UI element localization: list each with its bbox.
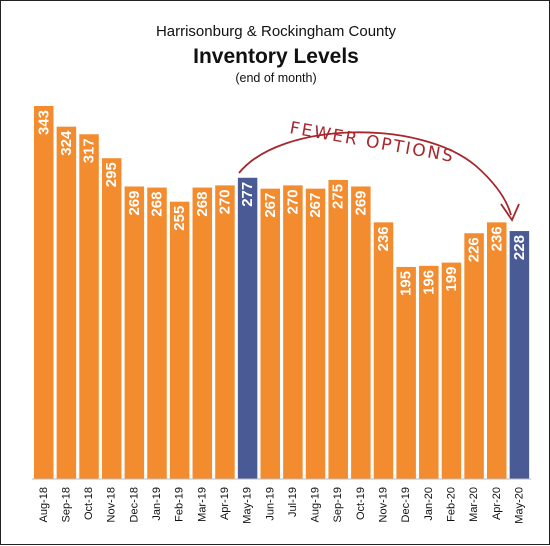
chart-supertitle: Harrisonburg & Rockingham County xyxy=(156,23,397,40)
chart-title: Inventory Levels xyxy=(193,45,359,68)
data-label-apr-20: 236 xyxy=(488,226,505,251)
bar-sep-19 xyxy=(328,179,348,479)
x-tick-sep-18: Sep-18 xyxy=(60,487,72,522)
data-label-oct-18: 317 xyxy=(81,138,98,163)
data-label-feb-20: 199 xyxy=(443,267,460,292)
data-label-aug-18: 343 xyxy=(35,110,52,135)
x-tick-sep-19: Sep-19 xyxy=(332,487,344,522)
x-tick-oct-18: Oct-18 xyxy=(83,487,95,520)
x-tick-mar-19: Mar-19 xyxy=(196,487,208,522)
x-tick-jan-20: Jan-20 xyxy=(423,487,435,521)
bar-dec-18 xyxy=(124,186,145,479)
data-label-aug-19: 267 xyxy=(307,193,324,218)
bar-nov-18 xyxy=(101,158,122,479)
bar-dec-19 xyxy=(396,266,416,479)
x-tick-dec-18: Dec-18 xyxy=(128,487,140,522)
bar-aug-18 xyxy=(34,106,54,479)
x-tick-apr-20: Apr-20 xyxy=(491,487,503,520)
x-tick-nov-18: Nov-18 xyxy=(106,487,118,522)
bar-jan-19 xyxy=(147,187,167,479)
data-label-sep-19: 275 xyxy=(330,184,347,209)
data-label-jan-19: 268 xyxy=(149,192,166,217)
bar-aug-19 xyxy=(305,188,326,479)
x-tick-nov-19: Nov-19 xyxy=(378,487,390,522)
bar-feb-20 xyxy=(441,262,462,479)
x-tick-aug-19: Aug-19 xyxy=(310,487,322,522)
bar-apr-19 xyxy=(215,185,235,479)
x-tick-feb-20: Feb-20 xyxy=(445,487,457,522)
bar-oct-19 xyxy=(351,186,371,479)
bar-oct-18 xyxy=(79,134,99,479)
data-label-nov-19: 236 xyxy=(375,226,392,251)
annotation-group: FEWER OPTIONS xyxy=(238,118,520,222)
bar-nov-19 xyxy=(373,222,394,480)
data-label-apr-19: 270 xyxy=(216,189,233,214)
x-tick-dec-19: Dec-19 xyxy=(400,487,412,522)
data-label-feb-19: 255 xyxy=(171,206,188,231)
data-label-dec-18: 269 xyxy=(126,190,143,215)
chart-subtitle: (end of month) xyxy=(235,71,316,85)
data-label-jan-20: 196 xyxy=(420,270,437,295)
bar-jun-19 xyxy=(260,188,280,479)
x-tick-oct-19: Oct-19 xyxy=(355,487,367,520)
x-tick-jul-19: Jul-19 xyxy=(287,487,299,517)
bar-feb-19 xyxy=(169,201,190,479)
data-label-jun-19: 267 xyxy=(262,193,279,218)
x-tick-mar-20: Mar-20 xyxy=(468,487,480,522)
data-label-mar-19: 268 xyxy=(194,192,211,217)
annotation-arrow-line xyxy=(238,131,512,216)
data-label-oct-19: 269 xyxy=(352,190,369,215)
x-tick-jan-19: Jan-19 xyxy=(151,487,163,521)
bar-sep-18 xyxy=(56,126,77,479)
bar-apr-20 xyxy=(487,222,507,480)
x-tick-jun-19: Jun-19 xyxy=(264,487,276,521)
bar-may-20 xyxy=(509,231,530,479)
x-tick-apr-19: Apr-19 xyxy=(219,487,231,520)
x-tick-feb-19: Feb-19 xyxy=(174,487,186,522)
bar-mar-20 xyxy=(464,233,484,479)
bar-jan-20 xyxy=(419,265,439,479)
bar-jul-19 xyxy=(283,185,303,479)
x-tick-may-20: May-20 xyxy=(513,487,525,524)
data-label-mar-20: 226 xyxy=(466,237,483,262)
bar-may-19 xyxy=(237,177,258,479)
annotation-arrow-head xyxy=(500,203,520,222)
data-label-jul-19: 270 xyxy=(284,189,301,214)
annotation-text: FEWER OPTIONS xyxy=(288,118,456,167)
x-tick-aug-18: Aug-18 xyxy=(38,487,50,522)
x-tick-may-19: May-19 xyxy=(242,487,254,524)
data-label-may-20: 228 xyxy=(511,235,528,260)
data-label-sep-18: 324 xyxy=(58,130,75,156)
data-label-nov-18: 295 xyxy=(103,162,120,187)
data-label-may-19: 277 xyxy=(239,182,256,207)
bar-mar-19 xyxy=(192,187,213,479)
bar-group: 343 Aug-18 324 Sep-18 317 Oct-18 295 Nov-18 269 D… xyxy=(32,106,532,524)
data-label-dec-19: 195 xyxy=(398,271,415,296)
